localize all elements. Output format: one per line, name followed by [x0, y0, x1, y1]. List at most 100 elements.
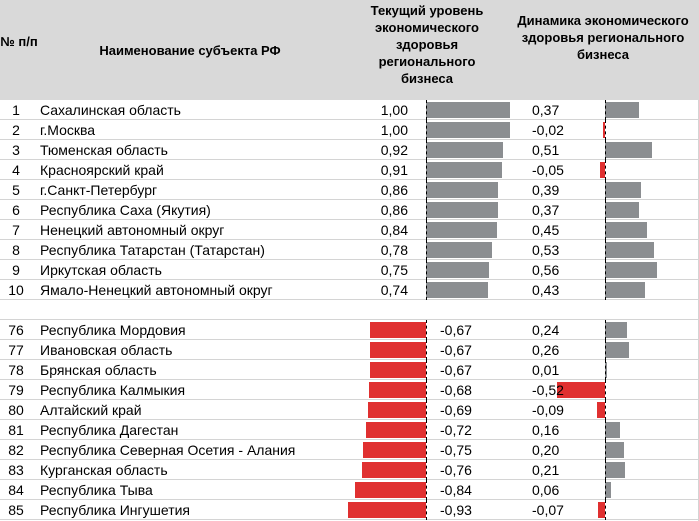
- region-name: г.Санкт-Петербург: [40, 182, 158, 198]
- dynamics-axis: [605, 220, 606, 240]
- dynamics-value: 0,20: [532, 442, 560, 458]
- row-number: 81: [8, 422, 24, 438]
- row-number: 80: [8, 402, 24, 418]
- level-axis: [426, 360, 427, 380]
- level-axis: [426, 480, 427, 500]
- level-axis: [426, 240, 427, 260]
- level-bar: [368, 382, 426, 398]
- dynamics-axis: [605, 400, 606, 420]
- region-name: Республика Ингушетия: [40, 502, 191, 518]
- dynamics-bar: [556, 382, 605, 398]
- region-name: Курганская область: [40, 462, 168, 478]
- dynamics-axis: [605, 180, 606, 200]
- level-bar: [426, 242, 492, 258]
- level-value: 0,92: [380, 142, 408, 158]
- row-number: 5: [12, 182, 20, 198]
- row-number: 85: [8, 502, 24, 518]
- dynamics-axis: [605, 420, 606, 440]
- table-row: 82 Республика Северная Осетия - Алания -0,…: [0, 440, 699, 460]
- header-level: Текущий уровень экономического здоровья …: [370, 3, 484, 86]
- dynamics-bar: [605, 262, 658, 278]
- dynamics-value: -0,52: [532, 382, 564, 398]
- row-number: 6: [12, 202, 20, 218]
- table-row: 3 Тюменская область 0,92 0,51: [0, 140, 699, 160]
- dynamics-axis: [605, 360, 606, 380]
- level-axis: [426, 320, 427, 340]
- level-value: -0,67: [440, 342, 472, 358]
- table-row: 84 Республика Тыва -0,84 0,06: [0, 480, 699, 500]
- region-name: Республика Мордовия: [40, 322, 186, 338]
- level-value: -0,68: [440, 382, 472, 398]
- level-value: 0,75: [380, 262, 408, 278]
- level-bar: [426, 122, 510, 138]
- level-value: -0,69: [440, 402, 472, 418]
- table-row: 78 Брянская область -0,67 0,01: [0, 360, 699, 380]
- region-name: Республика Тыва: [40, 482, 153, 498]
- dynamics-value: 0,45: [532, 222, 560, 238]
- table-row: 1 Сахалинская область 1,00 0,37: [0, 100, 699, 120]
- row-number: 4: [12, 162, 20, 178]
- table-header: № п/п Наименование субъекта РФ Текущий у…: [0, 0, 699, 100]
- dynamics-bar: [600, 162, 605, 178]
- row-number: 84: [8, 482, 24, 498]
- region-name: Ненецкий автономный округ: [40, 222, 225, 238]
- dynamics-value: 0,43: [532, 282, 560, 298]
- dynamics-value: -0,02: [532, 122, 564, 138]
- level-bar: [355, 482, 426, 498]
- level-bar: [426, 222, 497, 238]
- level-bar: [369, 322, 426, 338]
- region-name: Тюменская область: [40, 142, 168, 158]
- dynamics-axis: [605, 440, 606, 460]
- level-bar: [369, 342, 426, 358]
- row-number: 82: [8, 442, 24, 458]
- dynamics-axis: [605, 260, 606, 280]
- header-dynamics: Динамика экономического здоровья региона…: [517, 13, 689, 62]
- level-value: -0,67: [440, 362, 472, 378]
- row-number: 10: [8, 282, 24, 298]
- header-name: Наименование субъекта РФ: [99, 43, 281, 58]
- table-row: 79 Республика Калмыкия -0,68 -0,52: [0, 380, 699, 400]
- table-row: 7 Ненецкий автономный округ 0,84 0,45: [0, 220, 699, 240]
- table-row: 9 Иркутская область 0,75 0,56: [0, 260, 699, 280]
- level-axis: [426, 420, 427, 440]
- row-number: 76: [8, 322, 24, 338]
- level-axis: [426, 160, 427, 180]
- dynamics-bar: [605, 442, 624, 458]
- dynamics-value: 0,16: [532, 422, 560, 438]
- dynamics-bar: [605, 222, 647, 238]
- level-bar: [426, 262, 489, 278]
- dynamics-bar: [598, 502, 605, 518]
- region-name: Красноярский край: [40, 162, 164, 178]
- region-name: Республика Татарстан (Татарстан): [40, 242, 265, 258]
- row-number: 2: [12, 122, 20, 138]
- dynamics-bar: [596, 402, 605, 418]
- level-bar: [368, 402, 426, 418]
- level-value: 0,86: [380, 202, 408, 218]
- level-bar: [365, 422, 426, 438]
- level-axis: [426, 440, 427, 460]
- dynamics-axis: [605, 480, 606, 500]
- dynamics-axis: [605, 280, 606, 300]
- region-name: Республика Северная Осетия - Алания: [40, 442, 296, 458]
- level-bar: [347, 502, 426, 518]
- dynamics-value: -0,09: [532, 402, 564, 418]
- level-bar: [426, 102, 510, 118]
- row-number: 1: [12, 102, 20, 118]
- level-bar: [426, 282, 489, 298]
- dynamics-axis: [605, 380, 606, 400]
- row-number: 78: [8, 362, 24, 378]
- header-num: № п/п: [0, 34, 38, 49]
- level-axis: [426, 220, 427, 240]
- dynamics-value: -0,05: [532, 162, 564, 178]
- row-number: 9: [12, 262, 20, 278]
- level-value: -0,72: [440, 422, 472, 438]
- table-row: 8 Республика Татарстан (Татарстан) 0,78 0,5…: [0, 240, 699, 260]
- dynamics-value: 0,01: [532, 362, 560, 378]
- table-row: 83 Курганская область -0,76 0,21: [0, 460, 699, 480]
- separator-row: [0, 300, 699, 320]
- level-bar: [426, 182, 499, 198]
- dynamics-bar: [605, 282, 645, 298]
- region-name: Республика Калмыкия: [40, 382, 186, 398]
- level-axis: [426, 200, 427, 220]
- region-name: Республика Саха (Якутия): [40, 202, 211, 218]
